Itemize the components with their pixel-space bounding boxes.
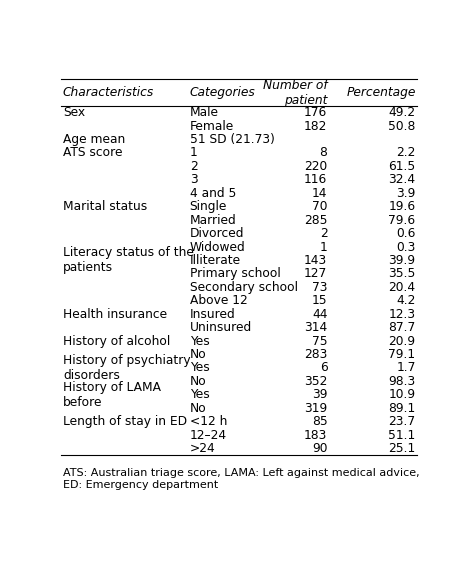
Text: Marital status: Marital status (63, 200, 147, 213)
Text: Yes: Yes (190, 361, 210, 374)
Text: 87.7: 87.7 (388, 321, 416, 334)
Text: 3: 3 (190, 173, 197, 186)
Text: 6: 6 (319, 361, 328, 374)
Text: 4.2: 4.2 (396, 294, 416, 307)
Text: History of psychiatry
disorders: History of psychiatry disorders (63, 354, 191, 382)
Text: Health insurance: Health insurance (63, 308, 167, 321)
Text: ATS: Australian triage score, LAMA: Left against medical advice,
ED: Emergency d: ATS: Australian triage score, LAMA: Left… (63, 469, 419, 490)
Text: 127: 127 (304, 268, 328, 281)
Text: 79.6: 79.6 (389, 214, 416, 227)
Text: 98.3: 98.3 (388, 375, 416, 388)
Text: Sex: Sex (63, 106, 85, 119)
Text: 1.7: 1.7 (396, 361, 416, 374)
Text: 32.4: 32.4 (389, 173, 416, 186)
Text: 176: 176 (304, 106, 328, 119)
Text: 12.3: 12.3 (389, 308, 416, 321)
Text: 2.2: 2.2 (396, 147, 416, 160)
Text: 20.4: 20.4 (389, 281, 416, 294)
Text: 285: 285 (304, 214, 328, 227)
Text: Yes: Yes (190, 335, 210, 348)
Text: 25.1: 25.1 (388, 442, 416, 455)
Text: No: No (190, 375, 206, 388)
Text: 10.9: 10.9 (389, 389, 416, 401)
Text: Literacy status of the
patients: Literacy status of the patients (63, 247, 194, 274)
Text: 89.1: 89.1 (388, 402, 416, 415)
Text: 3.9: 3.9 (396, 187, 416, 200)
Text: 79.1: 79.1 (389, 348, 416, 361)
Text: Percentage: Percentage (346, 86, 416, 99)
Text: Characteristics: Characteristics (63, 86, 154, 99)
Text: 75: 75 (312, 335, 328, 348)
Text: Illiterate: Illiterate (190, 254, 241, 267)
Text: 51.1: 51.1 (388, 429, 416, 441)
Text: Uninsured: Uninsured (190, 321, 252, 334)
Text: 35.5: 35.5 (388, 268, 416, 281)
Text: 49.2: 49.2 (389, 106, 416, 119)
Text: 61.5: 61.5 (388, 160, 416, 173)
Text: 73: 73 (312, 281, 328, 294)
Text: No: No (190, 402, 206, 415)
Text: Insured: Insured (190, 308, 236, 321)
Text: 2: 2 (190, 160, 197, 173)
Text: ATS score: ATS score (63, 147, 122, 160)
Text: 0.6: 0.6 (396, 227, 416, 240)
Text: 4 and 5: 4 and 5 (190, 187, 236, 200)
Text: Secondary school: Secondary school (190, 281, 298, 294)
Text: 20.9: 20.9 (389, 335, 416, 348)
Text: Widowed: Widowed (190, 240, 246, 253)
Text: 51 SD (21.73): 51 SD (21.73) (190, 133, 274, 146)
Text: 19.6: 19.6 (389, 200, 416, 213)
Text: 143: 143 (304, 254, 328, 267)
Text: 283: 283 (304, 348, 328, 361)
Text: Male: Male (190, 106, 219, 119)
Text: 2: 2 (319, 227, 328, 240)
Text: >24: >24 (190, 442, 215, 455)
Text: 220: 220 (304, 160, 328, 173)
Text: Number of
patient: Number of patient (263, 78, 328, 107)
Text: Yes: Yes (190, 389, 210, 401)
Text: 1: 1 (190, 147, 197, 160)
Text: Age mean: Age mean (63, 133, 125, 146)
Text: 319: 319 (304, 402, 328, 415)
Text: 85: 85 (312, 415, 328, 428)
Text: 1: 1 (319, 240, 328, 253)
Text: 39: 39 (312, 389, 328, 401)
Text: 50.8: 50.8 (388, 120, 416, 132)
Text: Primary school: Primary school (190, 268, 281, 281)
Text: 90: 90 (312, 442, 328, 455)
Text: Female: Female (190, 120, 234, 132)
Text: 70: 70 (312, 200, 328, 213)
Text: Categories: Categories (190, 86, 255, 99)
Text: History of LAMA
before: History of LAMA before (63, 381, 161, 409)
Text: 0.3: 0.3 (396, 240, 416, 253)
Text: 44: 44 (312, 308, 328, 321)
Text: 314: 314 (304, 321, 328, 334)
Text: 39.9: 39.9 (389, 254, 416, 267)
Text: 183: 183 (304, 429, 328, 441)
Text: <12 h: <12 h (190, 415, 227, 428)
Text: 14: 14 (312, 187, 328, 200)
Text: 352: 352 (304, 375, 328, 388)
Text: No: No (190, 348, 206, 361)
Text: 116: 116 (304, 173, 328, 186)
Text: Divorced: Divorced (190, 227, 244, 240)
Text: Above 12: Above 12 (190, 294, 247, 307)
Text: 182: 182 (304, 120, 328, 132)
Text: 23.7: 23.7 (389, 415, 416, 428)
Text: 12–24: 12–24 (190, 429, 227, 441)
Text: Single: Single (190, 200, 227, 213)
Text: Length of stay in ED: Length of stay in ED (63, 415, 187, 428)
Text: 15: 15 (312, 294, 328, 307)
Text: History of alcohol: History of alcohol (63, 335, 170, 348)
Text: 8: 8 (319, 147, 328, 160)
Text: Married: Married (190, 214, 237, 227)
